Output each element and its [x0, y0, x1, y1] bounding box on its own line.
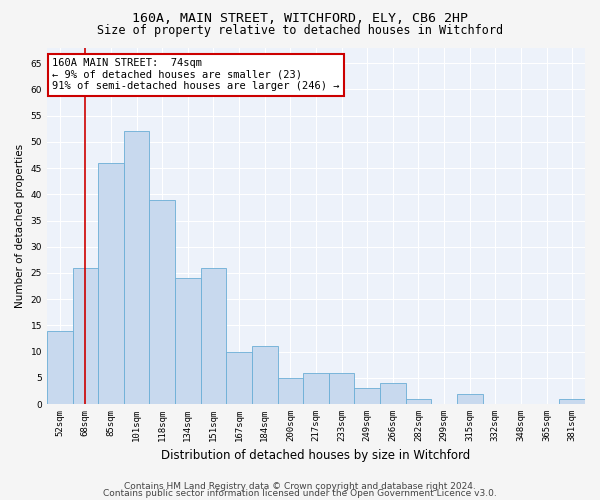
Text: Size of property relative to detached houses in Witchford: Size of property relative to detached ho… — [97, 24, 503, 37]
Bar — [380, 383, 406, 404]
Text: Contains public sector information licensed under the Open Government Licence v3: Contains public sector information licen… — [103, 489, 497, 498]
Bar — [200, 268, 226, 404]
Bar — [355, 388, 380, 404]
Bar — [406, 399, 431, 404]
Y-axis label: Number of detached properties: Number of detached properties — [15, 144, 25, 308]
Bar — [303, 372, 329, 404]
Bar — [457, 394, 482, 404]
Bar — [124, 132, 149, 404]
Bar — [278, 378, 303, 404]
Bar — [226, 352, 252, 404]
Text: 160A, MAIN STREET, WITCHFORD, ELY, CB6 2HP: 160A, MAIN STREET, WITCHFORD, ELY, CB6 2… — [132, 12, 468, 26]
Text: 160A MAIN STREET:  74sqm
← 9% of detached houses are smaller (23)
91% of semi-de: 160A MAIN STREET: 74sqm ← 9% of detached… — [52, 58, 340, 92]
Bar — [559, 399, 585, 404]
Bar — [98, 163, 124, 404]
Bar — [329, 372, 355, 404]
Text: Contains HM Land Registry data © Crown copyright and database right 2024.: Contains HM Land Registry data © Crown c… — [124, 482, 476, 491]
Bar — [175, 278, 200, 404]
Bar — [252, 346, 278, 404]
Bar — [149, 200, 175, 404]
X-axis label: Distribution of detached houses by size in Witchford: Distribution of detached houses by size … — [161, 450, 470, 462]
Bar — [73, 268, 98, 404]
Bar — [47, 330, 73, 404]
